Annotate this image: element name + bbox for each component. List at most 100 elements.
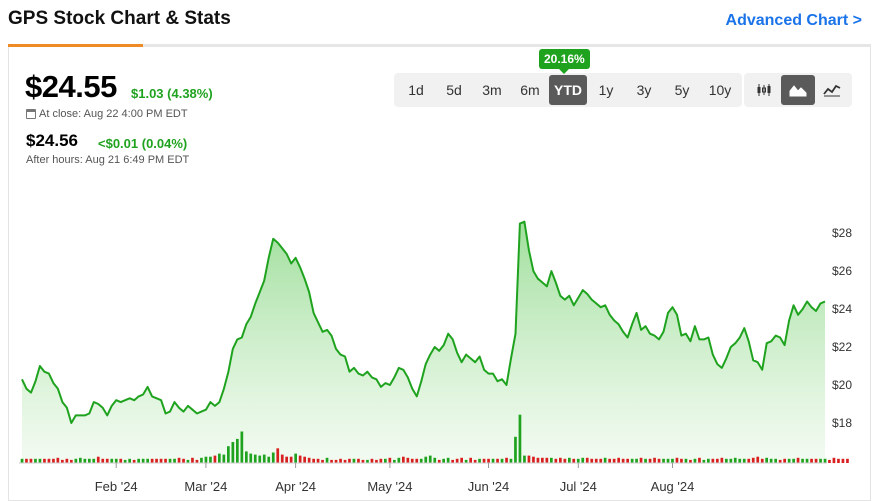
volume-bar [572,458,576,463]
volume-bar [684,458,688,463]
current-price: $24.55 [25,69,117,104]
volume-bar [662,458,665,463]
range-1y-button[interactable]: 1y [598,82,614,98]
volume-bar [464,459,468,463]
volume-bar [760,458,764,463]
volume-bar [236,438,239,463]
tab-active-indicator [8,44,143,47]
range-ytd-button[interactable]: YTD [549,75,587,105]
range-3y-button[interactable]: 3y [636,82,652,98]
volume-bar [384,458,387,463]
volume-bar [451,459,454,463]
range-5d-button[interactable]: 5d [446,82,462,98]
candlestick-button[interactable] [747,75,781,105]
candlestick-icon [756,83,772,97]
volume-bar [402,456,405,463]
volume-bar [128,458,131,463]
price-line [21,220,826,424]
volume-bar [74,458,78,463]
volume-bar [141,458,145,463]
volume-bar [352,458,356,463]
volume-bar [186,459,190,463]
volume-bar [545,457,549,464]
volume-bar [227,446,230,463]
range-6m-button[interactable]: 6m [520,82,540,98]
volume-bar [469,457,472,464]
volume-bar [25,458,28,463]
x-tick-label: Mar '24 [184,479,227,494]
x-tick-label: Feb '24 [95,479,138,494]
volume-bar [819,458,822,463]
volume-bar [711,458,715,463]
line-chart-icon [823,83,841,97]
volume-bar [796,457,800,464]
volume-bar [756,456,760,463]
x-tick-label: Jun '24 [468,479,510,494]
volume-bar [621,458,625,463]
volume-bar [487,458,490,463]
advanced-chart-link[interactable]: Advanced Chart > [725,12,862,29]
volume-bar [43,458,46,463]
volume-bar [79,457,82,464]
volume-bar [428,455,432,463]
volume-bar [473,459,477,463]
volume-bar [550,457,553,464]
volume-bar [612,458,616,463]
volume-bar [698,457,701,464]
price-area [22,221,825,461]
volume-bar [289,456,293,463]
volume-bar [253,454,257,463]
range-3m-button[interactable]: 3m [482,82,502,98]
price-chart[interactable]: $18 $20 $22 $24 $26 $28 Feb '24 Mar '24 Apr '24 M… [9,47,870,501]
volume-bar [303,456,306,463]
volume-bar [307,457,311,464]
volume-bar [321,459,324,463]
price-change: $1.03 (4.38%) [131,86,213,101]
volume-bar [496,458,499,463]
volume-bar [585,457,589,464]
volume-bar [460,457,463,464]
volume-bar [38,458,42,463]
ytd-return-badge: 20.16% [539,49,590,74]
x-tick-label: Apr '24 [275,479,316,494]
range-selector: 1d 5d 3m 6m YTD 1y 3y 5y 10y [394,73,742,107]
page-title: GPS Stock Chart & Stats [8,8,231,29]
volume-bar [83,458,87,463]
volume-bar [379,458,383,463]
volume-bar [200,457,203,464]
volume-bar [298,455,302,463]
volume-bar [137,458,140,463]
volume-bar [173,458,176,463]
volume-bar [814,458,818,463]
range-10y-button[interactable]: 10y [708,82,732,98]
volume-bar [505,457,508,464]
volume-bar [733,457,737,464]
volume-bar [559,457,562,464]
y-tick-label: $26 [832,264,852,278]
volume-bar [693,458,697,463]
volume-bar [599,458,603,463]
range-1d-button[interactable]: 1d [408,82,424,98]
volume-bar [56,457,60,464]
volume-bar [123,459,127,463]
volume-bar [765,457,768,464]
volume-bar [653,457,656,464]
x-tick-label: May '24 [367,479,412,494]
volume-bar [563,458,567,463]
mountain-chart-button[interactable] [781,75,815,105]
line-chart-button[interactable] [815,75,849,105]
volume-bar [603,457,607,464]
volume-bar [608,458,611,463]
volume-bar [330,459,333,463]
volume-bar [810,458,813,463]
volume-bar [195,459,199,463]
volume-bar [783,458,786,463]
volume-bar [725,458,728,463]
volume-bar [177,457,181,464]
volume-bar [716,458,719,463]
volume-bar [415,458,419,463]
volume-bar [671,458,674,463]
volume-bar [532,456,535,463]
range-5y-button[interactable]: 5y [674,82,690,98]
volume-bar [801,458,804,463]
